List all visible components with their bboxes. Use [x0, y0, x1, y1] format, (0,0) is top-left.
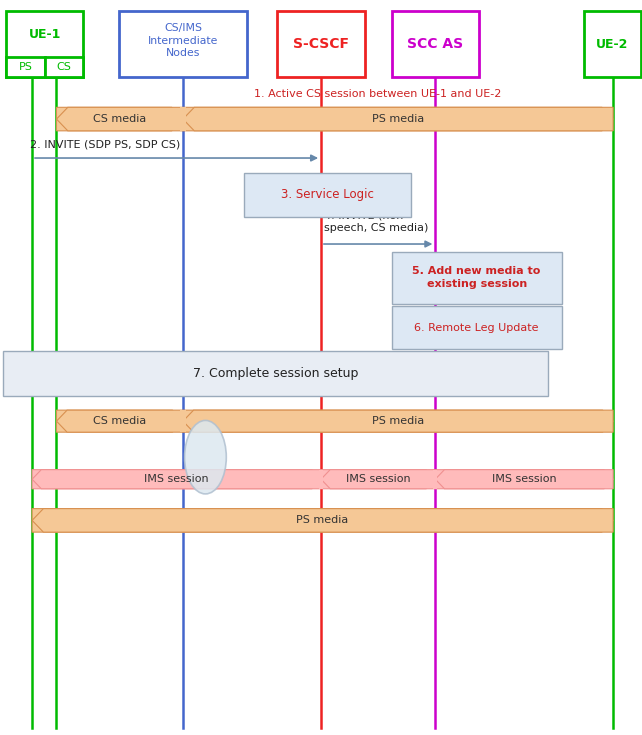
FancyArrow shape: [183, 410, 613, 432]
Text: S-CSCF: S-CSCF: [293, 37, 349, 51]
FancyArrow shape: [183, 107, 613, 131]
FancyArrow shape: [321, 470, 435, 489]
Text: 2. INVITE (SDP PS, SDP CS): 2. INVITE (SDP PS, SDP CS): [30, 139, 180, 149]
Text: 6. Remote Leg Update: 6. Remote Leg Update: [415, 323, 539, 333]
FancyArrow shape: [32, 509, 613, 532]
FancyArrow shape: [56, 410, 183, 432]
FancyArrow shape: [435, 470, 613, 489]
FancyBboxPatch shape: [244, 173, 411, 217]
Text: UE-1: UE-1: [29, 28, 61, 40]
FancyArrow shape: [56, 107, 183, 131]
Text: PS media: PS media: [297, 515, 349, 526]
Text: IMS session: IMS session: [346, 474, 410, 484]
FancyBboxPatch shape: [45, 57, 83, 77]
FancyBboxPatch shape: [6, 57, 45, 77]
Text: PS media: PS media: [372, 416, 424, 426]
Text: IMS session: IMS session: [492, 474, 557, 484]
Ellipse shape: [184, 420, 226, 494]
FancyBboxPatch shape: [6, 11, 83, 77]
Text: IMS session: IMS session: [144, 474, 209, 484]
FancyBboxPatch shape: [392, 11, 479, 77]
Text: CS media: CS media: [93, 416, 146, 426]
FancyBboxPatch shape: [277, 11, 365, 77]
Text: UE-2: UE-2: [596, 37, 629, 51]
Text: 1. Active CS session between UE-1 and UE-2: 1. Active CS session between UE-1 and UE…: [254, 89, 502, 99]
FancyArrow shape: [32, 509, 613, 532]
Text: PS: PS: [19, 62, 33, 72]
Text: 4. INVITE (non-
speech, CS media): 4. INVITE (non- speech, CS media): [324, 211, 429, 233]
Text: CS: CS: [56, 62, 72, 72]
FancyArrow shape: [321, 470, 435, 489]
Text: SCC AS: SCC AS: [407, 37, 464, 51]
FancyArrow shape: [32, 470, 321, 489]
FancyBboxPatch shape: [119, 11, 247, 77]
FancyArrow shape: [56, 107, 183, 131]
Bar: [180, 107, 186, 131]
FancyArrow shape: [183, 410, 613, 432]
Text: 3. Service Logic: 3. Service Logic: [281, 188, 374, 201]
FancyArrow shape: [32, 470, 321, 489]
Bar: [433, 470, 437, 489]
Text: CS media: CS media: [93, 114, 146, 124]
FancyBboxPatch shape: [3, 351, 548, 396]
FancyArrow shape: [435, 470, 613, 489]
FancyArrow shape: [183, 107, 613, 131]
Text: PS media: PS media: [372, 114, 424, 124]
FancyArrow shape: [56, 410, 183, 432]
Text: 5. Add new media to
existing session: 5. Add new media to existing session: [413, 266, 541, 290]
Bar: [319, 470, 323, 489]
FancyBboxPatch shape: [584, 11, 641, 77]
FancyBboxPatch shape: [392, 306, 562, 349]
Bar: [180, 410, 186, 432]
FancyBboxPatch shape: [392, 252, 562, 304]
Text: 7. Complete session setup: 7. Complete session setup: [193, 367, 358, 380]
Text: CS/IMS
Intermediate
Nodes: CS/IMS Intermediate Nodes: [148, 24, 218, 58]
